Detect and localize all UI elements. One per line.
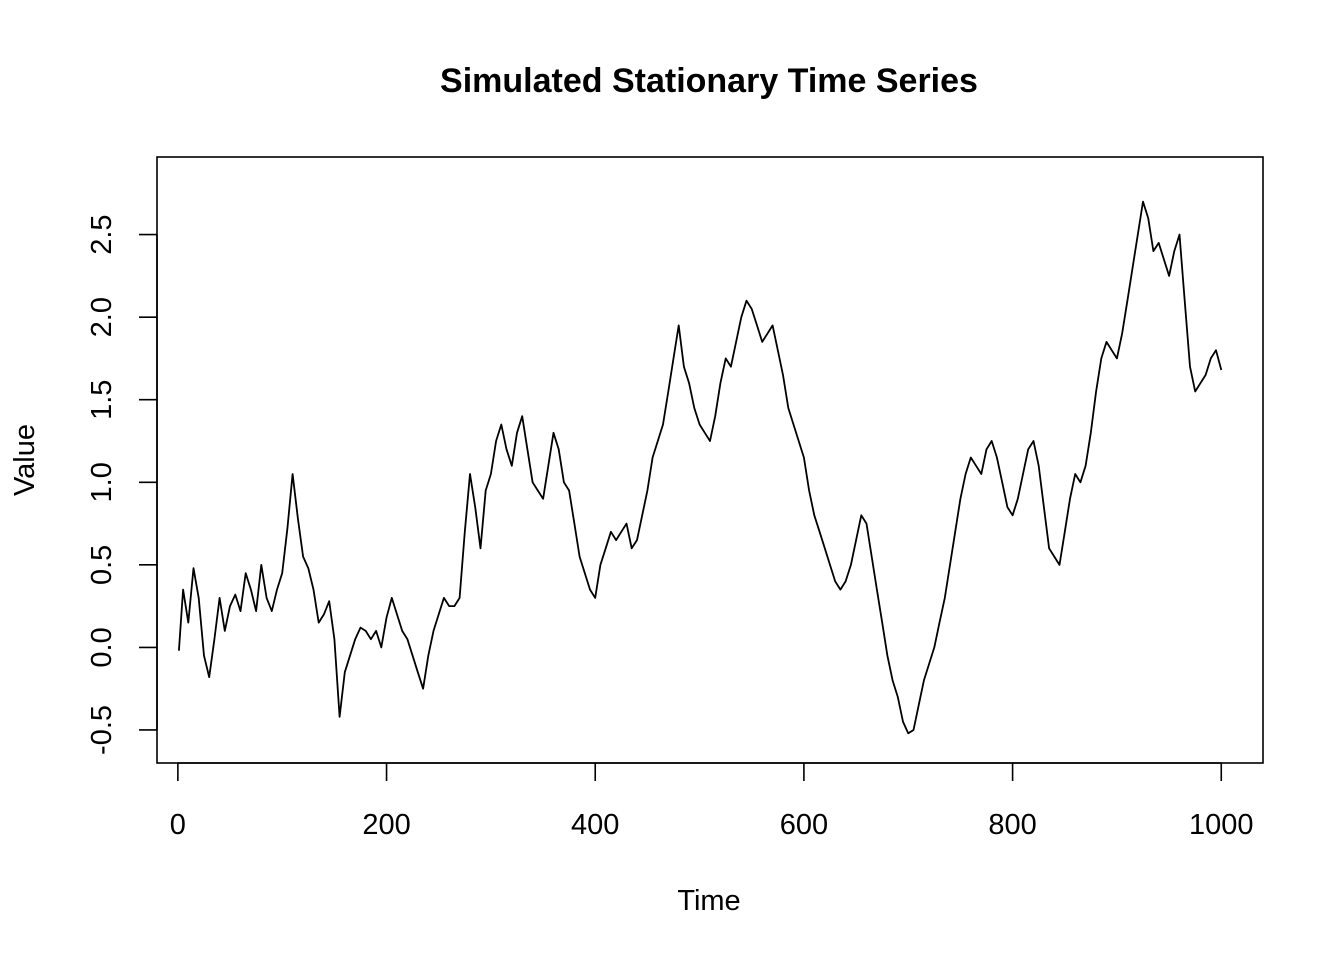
- x-tick-label: 600: [780, 809, 828, 841]
- y-tick-label: -0.5: [86, 705, 118, 755]
- y-tick-label: 1.0: [86, 462, 118, 502]
- series-line: [178, 200, 1223, 735]
- x-axis-label: Time: [677, 885, 740, 917]
- y-tick-label: 2.0: [86, 297, 118, 337]
- x-tick-label: 0: [170, 809, 186, 841]
- series-layer: [178, 200, 1223, 735]
- y-tick-label: 1.5: [86, 380, 118, 420]
- y-tick-label: 2.5: [86, 214, 118, 254]
- y-axis: -0.5 0.0 0.5 1.0 1.5 2.0 2.5: [86, 214, 158, 755]
- x-tick-label: 400: [571, 809, 619, 841]
- x-tick-label: 800: [988, 809, 1036, 841]
- y-tick-label: 0.5: [86, 545, 118, 585]
- x-tick-label: 200: [362, 809, 410, 841]
- x-axis: 0 200 400 600 800 1000: [170, 762, 1254, 841]
- chart-title: Simulated Stationary Time Series: [440, 62, 978, 100]
- x-tick-label: 1000: [1189, 809, 1254, 841]
- plot-frame: [156, 156, 1264, 764]
- y-axis-label: Value: [9, 424, 41, 496]
- y-tick-label: 0.0: [86, 627, 118, 667]
